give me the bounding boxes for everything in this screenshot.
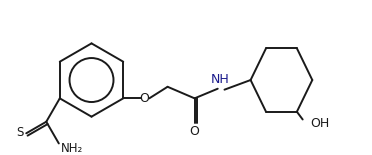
Text: O: O bbox=[140, 92, 150, 105]
Text: NH₂: NH₂ bbox=[61, 142, 83, 155]
Text: O: O bbox=[190, 125, 199, 138]
Text: S: S bbox=[16, 126, 23, 139]
Text: OH: OH bbox=[310, 117, 330, 130]
Text: NH: NH bbox=[211, 73, 230, 86]
